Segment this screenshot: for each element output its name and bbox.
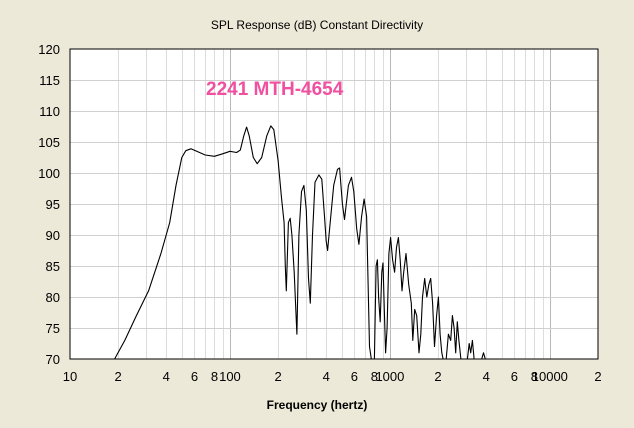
y-tick-label: 95 — [46, 197, 60, 212]
x-tick-label: 10000 — [532, 369, 568, 384]
y-tick-label: 115 — [39, 73, 60, 88]
x-tick-label: 8 — [371, 369, 378, 384]
x-tick-label: 6 — [511, 369, 518, 384]
chart-title: SPL Response (dB) Constant Directivity — [211, 18, 423, 32]
y-tick-label: 120 — [38, 42, 60, 57]
x-tick-label: 100 — [219, 369, 241, 384]
y-tick-label: 90 — [46, 228, 60, 243]
x-tick-label: 2 — [434, 369, 441, 384]
spl-response-line — [481, 352, 486, 360]
x-tick-label: 2 — [115, 369, 122, 384]
y-tick-label: 105 — [38, 135, 60, 150]
x-tick-label: 4 — [323, 369, 330, 384]
spl-response-line — [373, 236, 444, 360]
x-tick-label: 6 — [191, 369, 198, 384]
spl-response-line — [114, 125, 372, 360]
x-tick-label: 4 — [163, 369, 170, 384]
x-tick-label: 8 — [531, 369, 538, 384]
y-tick-labels: 70 75 80 85 90 95 100 105 110 115 120 — [38, 42, 60, 367]
plot-frame — [69, 48, 599, 360]
x-tick-label: 1000 — [375, 369, 404, 384]
x-tick-label: 2 — [594, 369, 601, 384]
x-tick-label: 2 — [274, 369, 281, 384]
x-tick-label: 6 — [351, 369, 358, 384]
x-tick-label: 8 — [211, 369, 218, 384]
x-tick-label: 4 — [483, 369, 490, 384]
grid-lines — [70, 49, 598, 359]
y-tick-label: 100 — [38, 166, 60, 181]
y-tick-label: 85 — [46, 259, 60, 274]
y-tick-label: 80 — [46, 290, 60, 305]
response-curves — [114, 125, 486, 360]
x-tick-label: 10 — [63, 369, 77, 384]
x-axis-label: Frequency (hertz) — [267, 398, 368, 412]
spl-response-line — [445, 315, 462, 360]
y-tick-label: 70 — [46, 352, 60, 367]
y-tick-label: 110 — [39, 104, 60, 119]
spl-response-line — [466, 339, 475, 360]
model-annotation: 2241 MTH-4654 — [206, 79, 344, 100]
y-tick-label: 75 — [46, 321, 60, 336]
